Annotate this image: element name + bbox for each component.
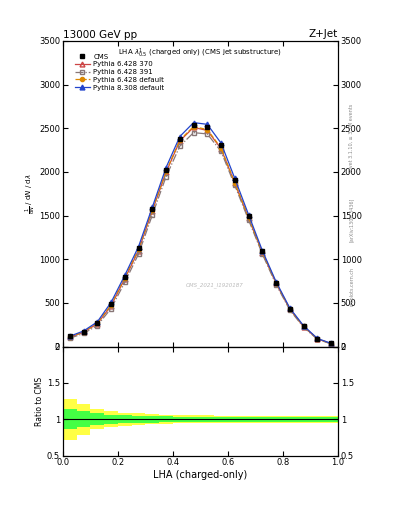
Y-axis label: $\frac{1}{\mathrm{d}N}$ / $\mathrm{d}N$ / $\mathrm{d}\lambda$: $\frac{1}{\mathrm{d}N}$ / $\mathrm{d}N$ … [24, 174, 38, 214]
Text: 13000 GeV pp: 13000 GeV pp [63, 30, 137, 40]
Text: mcplots.cern.ch: mcplots.cern.ch [349, 267, 354, 306]
Text: [arXiv:1306.3436]: [arXiv:1306.3436] [349, 198, 354, 242]
Text: Rivet 3.1.10, ≥ 3.1M events: Rivet 3.1.10, ≥ 3.1M events [349, 104, 354, 173]
Y-axis label: Ratio to CMS: Ratio to CMS [35, 376, 44, 425]
Text: Z+Jet: Z+Jet [309, 29, 338, 39]
Text: CMS_2021_I1920187: CMS_2021_I1920187 [185, 283, 243, 288]
Legend: CMS, Pythia 6.428 370, Pythia 6.428 391, Pythia 6.428 default, Pythia 8.308 defa: CMS, Pythia 6.428 370, Pythia 6.428 391,… [75, 54, 165, 91]
X-axis label: LHA (charged-only): LHA (charged-only) [153, 470, 248, 480]
Text: LHA $\lambda^{1}_{0.5}$ (charged only) (CMS jet substructure): LHA $\lambda^{1}_{0.5}$ (charged only) (… [118, 47, 283, 60]
